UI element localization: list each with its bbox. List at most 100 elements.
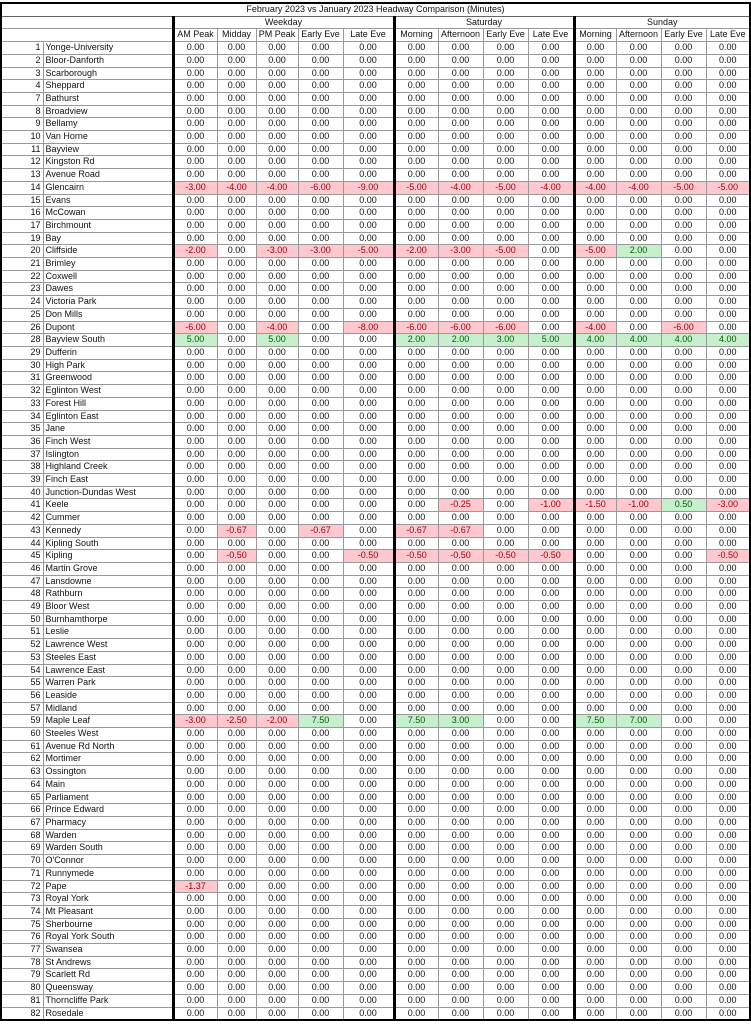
- headway-change-cell: 0.00: [216, 218, 257, 233]
- headway-change-cell: 0.00: [437, 701, 484, 716]
- headway-change-cell: 0.00: [255, 676, 299, 690]
- headway-change-cell: 0.00: [705, 168, 751, 182]
- table-row: 46 Martin Grove 0.00 0.00 0.00 0.00 0.00 0.00 0.…: [0, 561, 751, 576]
- headway-change-cell: -4.00: [255, 180, 299, 195]
- headway-change-cell: 0.00: [660, 168, 707, 182]
- table-row: 35 Jane 0.00 0.00 0.00 0.00 0.00 0.00 0.00 0.00 0.…: [0, 422, 751, 436]
- headway-change-cell: 0.00: [171, 396, 218, 411]
- headway-change-cell: 0.00: [437, 879, 484, 894]
- headway-change-cell: 0.00: [705, 638, 751, 652]
- headway-change-cell: 0.00: [297, 943, 344, 957]
- route-number: 38: [0, 460, 44, 475]
- headway-change-cell: 0.00: [392, 130, 439, 144]
- headway-change-cell: 0.00: [255, 892, 299, 906]
- headway-change-cell: 0.00: [615, 561, 662, 576]
- headway-change-cell: 0.00: [392, 752, 439, 767]
- headway-change-cell: 0.00: [171, 930, 218, 945]
- blank-header: [0, 15, 174, 30]
- headway-change-cell: 0.00: [342, 917, 395, 932]
- headway-change-cell: 0.00: [437, 650, 484, 665]
- headway-change-cell: 0.00: [572, 206, 617, 220]
- table-row: 24 Victoria Park 0.00 0.00 0.00 0.00 0.00 0.00 0…: [0, 295, 751, 309]
- headway-change-cell: 0.00: [527, 701, 575, 716]
- headway-change-cell: 0.00: [482, 612, 529, 627]
- headway-change-cell: -5.00: [392, 180, 439, 195]
- headway-change-cell: 4.00: [705, 333, 751, 347]
- headway-change-cell: 0.00: [660, 41, 707, 55]
- column-header: PM Peak: [255, 28, 299, 43]
- headway-change-cell: 0.00: [216, 193, 257, 208]
- headway-change-cell: 0.00: [527, 91, 575, 106]
- headway-change-cell: 0.00: [615, 600, 662, 614]
- headway-change-cell: 0.00: [171, 663, 218, 678]
- route-number: 31: [0, 371, 44, 386]
- headway-change-cell: 0.00: [482, 41, 529, 55]
- headway-change-cell: 0.00: [297, 663, 344, 678]
- route-number: 76: [0, 930, 44, 945]
- headway-change-cell: 0.00: [705, 879, 751, 894]
- headway-change-cell: 0.00: [216, 53, 257, 68]
- headway-change-cell: 0.00: [482, 828, 529, 843]
- headway-change-cell: 0.00: [660, 701, 707, 716]
- headway-change-cell: 0.00: [255, 536, 299, 551]
- headway-change-cell: 0.00: [297, 1006, 344, 1021]
- headway-change-cell: 0.00: [660, 282, 707, 297]
- headway-change-cell: 0.00: [437, 663, 484, 678]
- headway-change-cell: 0.00: [437, 282, 484, 297]
- headway-change-cell: 0.00: [171, 498, 218, 513]
- headway-change-cell: 0.00: [572, 130, 617, 144]
- headway-change-cell: 0.00: [660, 53, 707, 68]
- headway-change-cell: 0.00: [392, 53, 439, 68]
- headway-change-cell: 0.00: [297, 384, 344, 398]
- headway-change-cell: 0.00: [171, 193, 218, 208]
- headway-change-cell: 0.00: [342, 473, 395, 487]
- headway-change-cell: 0.00: [392, 142, 439, 157]
- headway-change-cell: 0.00: [437, 358, 484, 373]
- headway-change-cell: 0.00: [615, 854, 662, 868]
- route-name: Kennedy: [42, 523, 174, 538]
- headway-change-cell: 0.00: [297, 396, 344, 411]
- headway-change-cell: 0.00: [705, 739, 751, 754]
- route-name: Bayview: [42, 142, 174, 157]
- headway-change-cell: 0.00: [255, 625, 299, 640]
- headway-change-cell: 0.00: [615, 155, 662, 170]
- headway-change-cell: 0.00: [705, 358, 751, 373]
- table-row: 20 Cliffside -2.00 0.00 -3.00 -3.00 -5.00 -2.00…: [0, 244, 751, 259]
- headway-change-cell: 0.00: [437, 1006, 484, 1021]
- headway-change-cell: 0.00: [482, 218, 529, 233]
- headway-change-cell: 0.00: [216, 447, 257, 462]
- table-row: 3 Scarborough 0.00 0.00 0.00 0.00 0.00 0.00 0.00…: [0, 66, 751, 81]
- headway-change-cell: 0.00: [342, 955, 395, 970]
- route-name: Warren Park: [42, 676, 174, 690]
- headway-change-cell: 0.00: [171, 739, 218, 754]
- headway-change-cell: 0.00: [342, 803, 395, 817]
- headway-change-cell: -5.00: [572, 244, 617, 259]
- headway-change-cell: 0.00: [171, 41, 218, 55]
- headway-change-cell: 3.00: [482, 333, 529, 347]
- headway-change-cell: 0.00: [705, 625, 751, 640]
- headway-change-cell: 0.00: [705, 968, 751, 983]
- headway-change-cell: 0.00: [705, 320, 751, 335]
- headway-change-cell: 0.00: [705, 193, 751, 208]
- headway-change-cell: 0.00: [660, 638, 707, 652]
- headway-change-cell: 0.00: [171, 79, 218, 93]
- route-name: St Andrews: [42, 955, 174, 970]
- route-number: 73: [0, 892, 44, 906]
- headway-change-cell: -6.00: [482, 320, 529, 335]
- headway-change-cell: 0.00: [705, 536, 751, 551]
- headway-change-cell: 0.00: [705, 53, 751, 68]
- route-number: 8: [0, 104, 44, 119]
- headway-change-cell: 0.00: [572, 422, 617, 436]
- headway-change-cell: 0.00: [660, 358, 707, 373]
- route-name: Maple Leaf: [42, 714, 174, 729]
- headway-change-cell: 0.00: [527, 612, 575, 627]
- headway-change-cell: 0.00: [660, 854, 707, 868]
- headway-change-cell: 0.00: [437, 142, 484, 157]
- route-name: High Park: [42, 358, 174, 373]
- headway-change-cell: 0.00: [255, 638, 299, 652]
- headway-change-cell: 0.00: [705, 993, 751, 1008]
- headway-change-cell: 0.00: [572, 612, 617, 627]
- headway-change-cell: 0.00: [171, 943, 218, 957]
- headway-change-cell: 0.00: [660, 688, 707, 703]
- route-name: Bayview South: [42, 333, 174, 347]
